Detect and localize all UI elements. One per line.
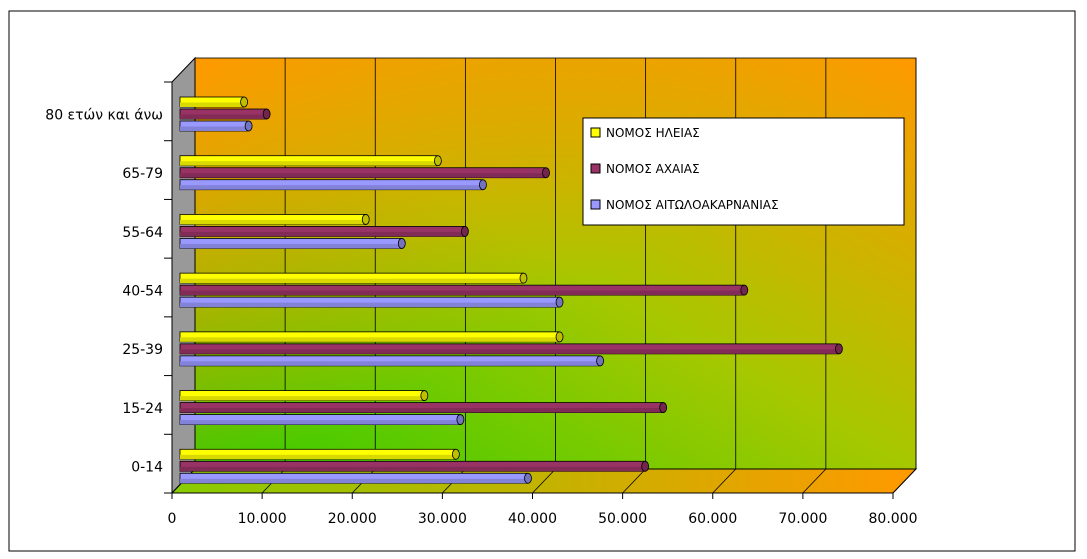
- bar-cap: [479, 179, 487, 191]
- bar-cap: [461, 226, 469, 237]
- bar-cap: [524, 472, 532, 484]
- bar-cap: [456, 414, 465, 425]
- bar[interactable]: [179, 402, 668, 413]
- legend-item[interactable]: ΝΟΜΟΣ ΑΙΤΩΛΟΑΚΑΡΝΑΝΙΑΣ: [590, 198, 779, 212]
- legend-item[interactable]: ΝΟΜΟΣ ΗΛΕΙΑΣ: [590, 126, 700, 140]
- bar[interactable]: [179, 96, 249, 108]
- bar-cap: [262, 108, 271, 120]
- bar[interactable]: [179, 460, 650, 472]
- bar-body-shade: [180, 161, 438, 166]
- bar-cap: [596, 355, 604, 367]
- legend-item[interactable]: ΝΟΜΟΣ ΑΧΑΙΑΣ: [590, 162, 700, 176]
- bar-cap: [641, 460, 650, 472]
- bar-cap: [835, 343, 843, 355]
- bar-cap: [555, 331, 564, 343]
- legend-label: ΝΟΜΟΣ ΑΧΑΙΑΣ: [606, 162, 700, 176]
- legend-label: ΝΟΜΟΣ ΑΙΤΩΛΟΑΚΑΡΝΑΝΙΑΣ: [606, 198, 779, 212]
- x-tick-label: 30.000: [418, 511, 467, 527]
- gridline-floor: [892, 468, 917, 494]
- bar-cap: [433, 155, 442, 167]
- category-label: 15-24: [122, 401, 163, 417]
- gridline-floor: [622, 468, 646, 494]
- bar-body-shade: [180, 302, 560, 308]
- bar[interactable]: [179, 108, 271, 120]
- bar-cap: [397, 238, 406, 249]
- bar[interactable]: [179, 167, 550, 179]
- bar[interactable]: [179, 179, 487, 191]
- category-label: 65-79: [122, 166, 163, 182]
- bar-body-shade: [180, 278, 524, 284]
- bar[interactable]: [179, 272, 528, 284]
- category-label: 25-39: [122, 342, 163, 358]
- bar[interactable]: [179, 155, 442, 167]
- x-tick-label: 40.000: [508, 511, 557, 527]
- x-tick-label: 0: [168, 511, 177, 527]
- bar-cap: [659, 402, 668, 413]
- bar-cap: [555, 296, 564, 308]
- category-label: 40-54: [122, 284, 163, 300]
- category-label: 0-14: [131, 460, 163, 476]
- bar-body-shade: [180, 290, 745, 296]
- bar[interactable]: [179, 284, 749, 296]
- category-label: 55-64: [122, 225, 163, 241]
- bar[interactable]: [179, 120, 253, 132]
- bar-body-shade: [180, 219, 366, 225]
- gridline-floor: [532, 468, 556, 494]
- bar-cap: [420, 390, 429, 401]
- bar-body-shade: [180, 466, 646, 472]
- bar-cap: [361, 214, 370, 225]
- bar[interactable]: [179, 472, 532, 484]
- bar-body-shade: [180, 408, 664, 413]
- gridline-floor: [712, 468, 737, 494]
- bar[interactable]: [179, 355, 604, 367]
- bar-body-shade: [180, 420, 461, 425]
- bar-body-shade: [180, 396, 425, 401]
- bar-cap: [451, 448, 460, 460]
- bar-body-shade: [180, 337, 560, 342]
- bar[interactable]: [179, 238, 406, 249]
- bar-body-shade: [180, 361, 601, 366]
- bar-cap: [740, 284, 749, 296]
- bar-cap: [244, 120, 253, 132]
- bar-body-shade: [180, 173, 547, 178]
- bar-body-shade: [180, 478, 528, 484]
- bar-cap: [519, 272, 528, 284]
- bar-body-shade: [180, 231, 465, 237]
- x-tick-label: 20.000: [328, 511, 377, 527]
- x-tick-label: 60.000: [688, 511, 737, 527]
- bar[interactable]: [179, 226, 469, 237]
- bar-body-shade: [180, 185, 483, 190]
- bar[interactable]: [179, 390, 429, 401]
- bar[interactable]: [179, 343, 843, 355]
- bar-body-shade: [180, 114, 267, 119]
- x-tick-label: 80.000: [869, 511, 918, 527]
- bar-body-shade: [180, 126, 249, 131]
- x-tick-label: 50.000: [598, 511, 647, 527]
- legend-label: ΝΟΜΟΣ ΗΛΕΙΑΣ: [606, 126, 700, 140]
- legend-swatch: [590, 127, 601, 138]
- gridline-floor: [802, 468, 827, 494]
- bar[interactable]: [179, 448, 460, 460]
- x-tick-label: 70.000: [778, 511, 827, 527]
- bar[interactable]: [179, 331, 564, 343]
- legend-swatch: [590, 163, 601, 174]
- category-label: 80 ετών και άνω: [45, 107, 163, 123]
- bar-cap: [542, 167, 550, 179]
- bar[interactable]: [179, 414, 465, 425]
- bar[interactable]: [179, 214, 370, 225]
- bar[interactable]: [179, 296, 564, 308]
- x-tick-label: 10.000: [238, 511, 287, 527]
- bar-cap: [240, 96, 249, 108]
- bar-body-shade: [180, 102, 245, 107]
- legend-swatch: [590, 199, 601, 210]
- bar-body-shade: [180, 454, 456, 460]
- legend-box: [582, 117, 905, 226]
- bar-body-shade: [180, 243, 402, 249]
- bar-body-shade: [180, 349, 839, 354]
